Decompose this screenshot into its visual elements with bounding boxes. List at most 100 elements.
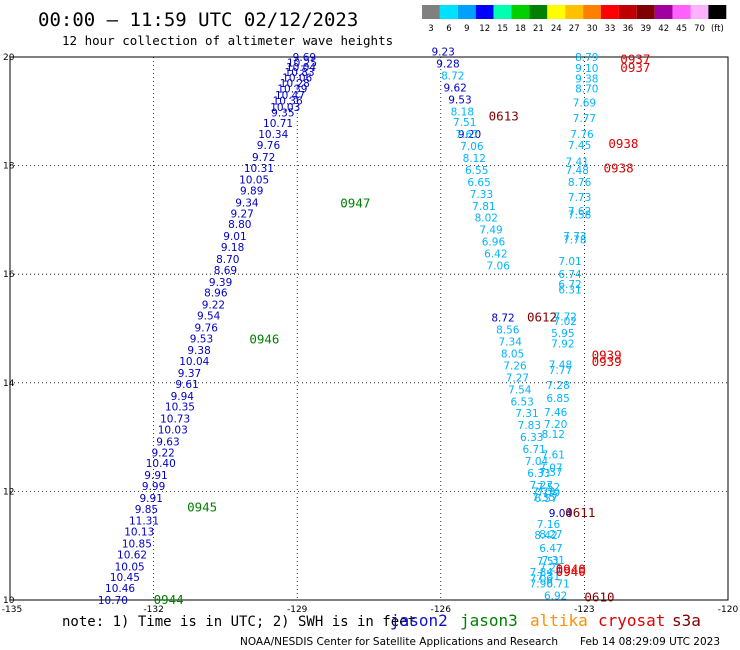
legend-label: 36 [622,24,633,34]
legend-swatch [422,5,440,19]
wave-height-point: 9.37 [178,368,201,380]
satellite-label: s3a [672,611,701,630]
wave-height-point: 7.73 [532,486,555,498]
wave-height-point: 6.96 [482,237,506,249]
legend-swatch [457,5,476,19]
time-label: 0611 [565,505,595,520]
legend-swatch [529,5,548,19]
wave-height-point: 10.40 [146,458,176,470]
wave-height-point: 10.35 [165,402,195,414]
wave-height-point: 8.72 [441,70,464,82]
legend-label: (ft) [711,24,724,34]
wave-height-point: 10.71 [263,118,293,130]
time-label: 0937 [620,60,650,75]
time-label: 0940 [556,564,586,579]
legend-swatch [547,5,566,19]
wave-height-point: 9.85 [135,504,158,516]
satellite-label: altika [530,611,588,630]
legend-label: 3 [428,24,433,34]
wave-height-point: 10.45 [110,572,140,584]
wave-height-point: 7.73 [568,192,591,204]
satellite-label: cryosat [598,611,665,630]
time-labels: 0944 0945 0946 0947 0613 0612 0611 0610 09370937… [154,52,651,607]
legend-swatch [636,5,655,19]
wave-height-point: 10.03 [270,102,300,114]
wave-height-point: 9.38 [575,74,598,86]
chart-title: 00:00 — 11:59 UTC 02/12/2023 [38,9,358,31]
x-tick-label: -123 [574,605,594,615]
wave-height-point: 7.48 [549,359,572,371]
footer-credit: NOAA/NESDIS Center for Satellite Applica… [240,636,558,648]
wave-height-point: 9.99 [142,481,165,493]
wave-height-point: 7.58 [568,209,591,221]
wave-height-point: 9.94 [171,391,195,403]
wave-height-point: 7.69 [573,98,596,110]
y-tick-label: 20 [3,53,15,63]
satellite-legend: jason2 jason3 altika cryosat s3a [390,611,701,630]
wave-height-point: 10.85 [122,539,152,551]
wave-height-point: 7.35 [532,492,555,504]
wave-height-point: 8.05 [501,348,524,360]
wave-height-point: 6.85 [546,393,569,405]
legend-swatch [708,5,727,19]
wave-height-point: 7.31 [537,571,560,583]
wave-height-point: 9.27 [230,208,253,220]
wave-height-point: 10.39 [277,83,307,95]
wave-height-point: 10.34 [258,129,288,141]
legend-swatch [475,5,494,19]
grid-lines [10,57,728,600]
legend-swatch [565,5,584,19]
legend-swatch [690,5,709,19]
wave-height-point: 7.28 [546,380,569,392]
wave-height-point: 7.45 [568,140,591,152]
wave-height-point: 9.22 [151,447,174,459]
footer-timestamp: Feb 14 08:29:09 UTC 2023 [580,636,720,648]
plot-frame [9,56,729,601]
wave-height-point: 7.41 [566,156,589,168]
wave-height-point: 9.28 [436,59,459,71]
legend-label: 24 [551,24,562,34]
wave-height-point: 10.06 [282,73,312,85]
wave-height-point: 6.92 [544,591,567,603]
legend-swatch [583,5,601,19]
wave-height-point: 7.54 [508,384,532,396]
wave-height-point: 10.25 [287,57,317,69]
wave-height-point: 7.79 [537,487,560,499]
wave-height-point: 8.12 [542,429,565,441]
time-label: 0610 [584,589,614,604]
wave-height-point: 8.69 [214,265,237,277]
wave-height-point: 9.20 [458,129,481,141]
wave-height-point: 6.74 [558,269,582,281]
legend-swatch [618,5,637,19]
legend-label: 15 [497,24,508,34]
y-tick-labels: 10 12 14 16 18 20 [3,53,15,606]
wave-height-point: 7.27 [530,480,553,492]
wave-height-point: 9.61 [175,379,198,391]
wave-height-point: 10.36 [273,95,303,107]
wave-height-point: 8.72 [491,313,514,325]
chart-subtitle: 12 hour collection of altimeter wave hei… [62,33,393,48]
wave-height-point: 9.53 [190,333,213,345]
wave-height-point: 6.53 [510,396,533,408]
wave-height-point: 7.81 [472,201,495,213]
x-tick-label: -132 [143,605,163,615]
legend-swatch [654,5,673,19]
legend-label: 42 [658,24,669,34]
wave-height-point: 7.31 [515,408,538,420]
wave-height-point: 7.16 [537,519,561,531]
legend-label: 21 [533,24,544,34]
wave-height-point: 7.06 [530,573,554,585]
wave-height-point: 7.34 [499,337,523,349]
wave-height-point: 10.47 [275,90,305,102]
wave-height-point: 7.20 [544,419,567,431]
legend-label: 30 [587,24,598,34]
wave-height-point: 8.12 [463,153,486,165]
wave-height-point: 8.70 [575,83,598,95]
wave-height-point: 6.55 [465,165,488,177]
time-label: 0944 [154,592,184,607]
wave-height-point: 7.77 [573,113,596,125]
wave-height-point: 7.62 [568,206,591,218]
footer-note: note: 1) Time is in UTC; 2) SWH is in fe… [62,614,416,630]
wave-height-point: 8.96 [204,288,228,300]
